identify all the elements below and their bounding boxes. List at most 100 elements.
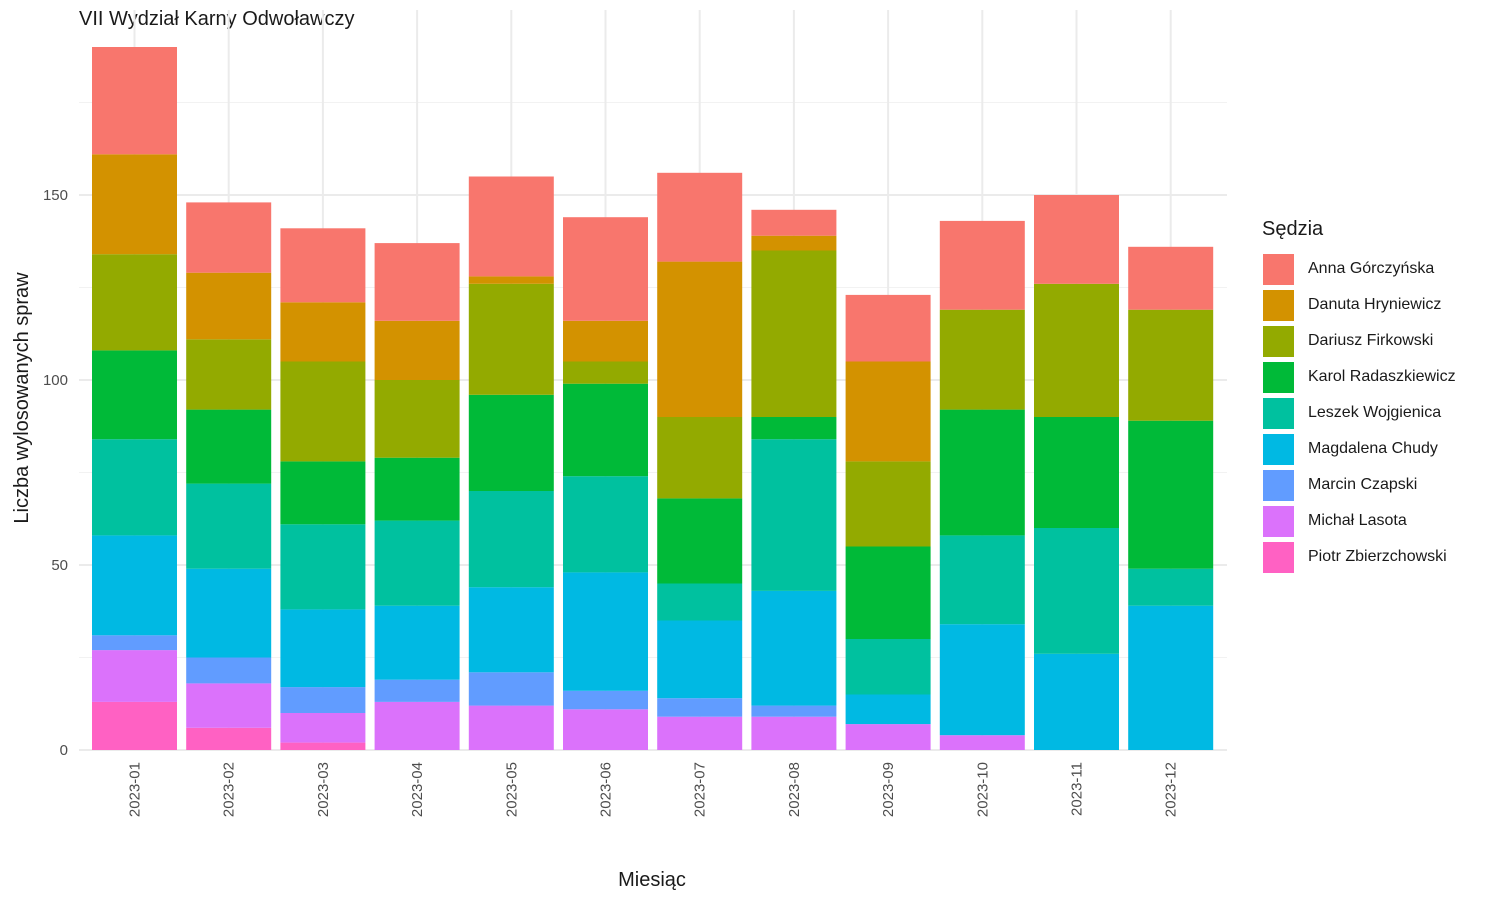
bar-segment [186,272,272,340]
x-tick-label: 2023-10 [974,762,991,817]
bar-segment [939,309,1025,410]
bar-segment [1034,653,1119,750]
legend-label: Karol Radaszkiewicz [1308,368,1456,385]
bar-segment [657,498,743,584]
bar-segment [186,339,272,410]
bar-segment [563,217,648,321]
legend-swatch [1262,504,1295,538]
bar-segment [845,461,931,547]
bar-segment [751,439,837,591]
legend: Sędzia Anna Górczyńska Danuta Hryniewicz D… [1262,218,1456,575]
x-tick-label: 2023-08 [786,762,803,817]
bar-segment [92,701,177,750]
bar-segment [374,457,460,521]
bar-segment [845,361,931,462]
bar-segment [563,690,648,710]
bar-segment [92,154,177,255]
bar-segment [468,672,554,706]
bar-segment [186,568,272,658]
bar-segment [751,716,837,750]
bar-segment [186,657,272,684]
bar-segment [845,724,931,750]
legend-label: Danuta Hryniewicz [1308,296,1442,313]
bar-segment [92,635,177,651]
bar-segment [468,276,554,284]
bar-segment [92,47,177,155]
legend-label: Piotr Zbierzchowski [1308,548,1447,565]
bar-segment [280,713,366,743]
bar-segment [751,250,837,417]
x-axis-title: Miesiąc [618,869,686,891]
x-tick-label: 2023-11 [1069,762,1086,816]
bar-segment [845,294,931,362]
bar-segment [92,439,177,536]
bar-segment [468,705,554,750]
x-tick-label: 2023-01 [127,762,144,817]
bar-segment [1128,420,1214,569]
bar-segment [92,650,177,702]
legend-swatch [1262,432,1295,466]
bar-segment [374,380,460,458]
y-axis-title: Liczba wylosowanych spraw [11,272,33,524]
bar-segment [751,235,837,251]
y-tick-label: 150 [43,187,68,204]
bar-segment [845,694,931,725]
bar-segment [1128,309,1214,421]
bar-segment [939,535,1025,625]
bar-segment [563,361,648,384]
bar-segment [280,524,366,610]
legend-label: Magdalena Chudy [1308,440,1438,457]
bar-segment [186,727,272,750]
legend-items: Anna Górczyńska Danuta Hryniewicz Dariusz … [1262,251,1456,575]
legend-item: Magdalena Chudy [1262,431,1456,467]
bar-segment [374,320,460,380]
bar-segment [374,701,460,750]
axis-layer: 0 50 100 150 2023-01 2023-02 2023-03 2023-04 202… [43,187,1180,817]
bar-segment [657,261,743,417]
bar-segment [186,683,272,728]
legend-label: Dariusz Firkowski [1308,332,1434,349]
bar-segment [939,220,1025,310]
bar-segment [280,742,366,750]
legend-item: Marcin Czapski [1262,467,1456,503]
legend-item: Piotr Zbierzchowski [1262,539,1456,575]
bar-segment [563,320,648,362]
bar-segment [468,283,554,395]
bar-segment [657,417,743,499]
y-tick-label: 50 [51,557,68,574]
legend-label: Anna Górczyńska [1308,260,1435,277]
bar-segment [280,461,366,525]
bar-segment [657,583,743,621]
bar-segment [92,254,177,351]
bar-segment [657,620,743,699]
bar-segment [374,679,460,702]
legend-swatch [1262,468,1295,502]
legend-item: Michał Lasota [1262,503,1456,539]
bar-segment [1128,568,1214,606]
bar-segment [92,350,177,440]
legend-item: Leszek Wojgienica [1262,395,1456,431]
bar-segment [563,709,648,750]
bar-segment [657,172,743,262]
chart-title: VII Wydział Karny Odwoławczy [79,8,355,30]
legend-swatch [1262,252,1295,286]
x-tick-label: 2023-07 [692,762,709,817]
bar-segment [468,491,554,588]
y-tick-label: 0 [60,742,68,759]
legend-title: Sędzia [1262,218,1324,240]
bar-segment [939,409,1025,536]
legend-item: Dariusz Firkowski [1262,323,1456,359]
x-tick-label: 2023-03 [315,762,332,817]
bar-segment [1128,605,1214,750]
bar-segment [1034,528,1119,654]
bar-segment [1034,417,1119,528]
bar-segment [563,572,648,691]
bar-segment [1034,195,1119,284]
x-tick-label: 2023-09 [880,762,897,817]
legend-item: Danuta Hryniewicz [1262,287,1456,323]
legend-swatch [1262,324,1295,358]
bar-segment [186,483,272,569]
bar-segment [280,687,366,713]
bar-segment [845,639,931,695]
